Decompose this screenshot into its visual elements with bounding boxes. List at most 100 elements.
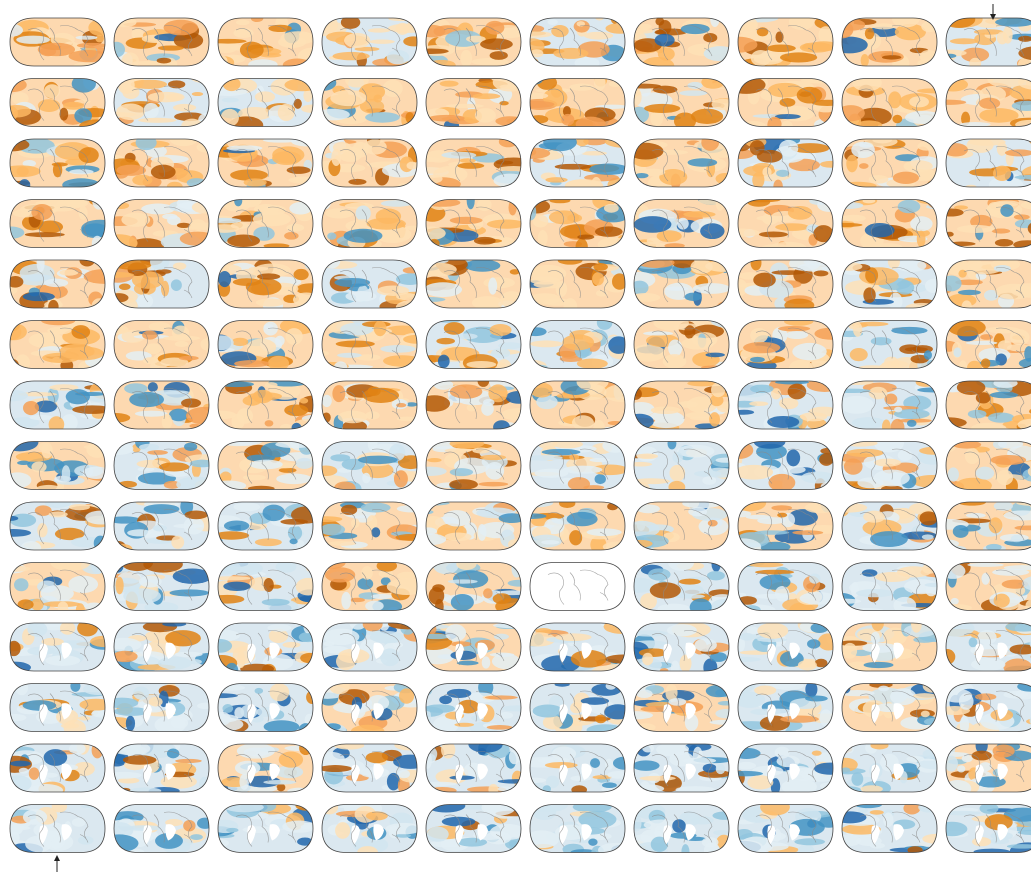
anomaly-blob [588,839,597,846]
anomaly-blob [643,331,673,335]
anomaly-blob [131,80,167,89]
anomaly-blob [632,89,641,106]
anomaly-blob [116,800,130,812]
anomaly-blob [798,844,815,859]
anomaly-blob [679,90,707,96]
anomaly-blob [571,785,587,794]
anomaly-blob [709,412,720,426]
anomaly-blob [10,761,31,767]
anomaly-blob [997,470,1014,485]
anomaly-blob [318,197,330,210]
anomaly-blob [474,237,496,245]
anomaly-blob [888,91,901,108]
anomaly-blob [92,192,106,210]
anomaly-blob [394,470,408,487]
anomaly-blob [865,28,874,40]
map-tile [202,621,320,679]
anomaly-blob [690,599,712,616]
anomaly-blob [111,665,121,678]
anomaly-blob [396,403,406,407]
anomaly-blob [493,593,512,604]
map-tile [99,196,221,253]
anomaly-blob [299,741,312,755]
anomaly-blob [233,502,260,511]
map-tile [426,558,531,615]
map-tile [209,15,324,72]
anomaly-blob [132,175,152,186]
anomaly-blob [366,752,388,763]
anomaly-blob [576,137,589,146]
anomaly-blob [144,504,180,514]
anomaly-blob [926,204,941,209]
anomaly-blob [597,315,613,330]
anomaly-blob [265,382,278,388]
anomaly-blob [21,541,42,555]
anomaly-blob [280,31,316,44]
anomaly-blob [644,104,680,113]
anomaly-blob [528,73,543,85]
anomaly-blob [19,768,29,774]
anomaly-blob [298,723,313,739]
anomaly-blob [116,165,146,176]
anomaly-blob [345,291,376,302]
map-tile [725,741,846,795]
map-tile [100,800,214,856]
anomaly-blob [786,331,809,339]
anomaly-blob [17,461,30,465]
anomaly-blob [396,534,429,541]
anomaly-blob [750,328,768,343]
anomaly-blob [776,170,789,177]
anomaly-blob [874,459,901,467]
map-tile [322,381,419,432]
anomaly-blob [365,112,400,123]
anomaly-blob [68,576,98,593]
anomaly-blob [218,271,231,287]
anomaly-blob [590,758,600,768]
anomaly-blob [920,50,938,63]
anomaly-blob [547,19,557,25]
anomaly-blob [632,815,642,831]
anomaly-blob [37,523,47,537]
map-tile [95,254,209,314]
anomaly-blob [778,106,814,121]
anomaly-blob [244,178,267,186]
anomaly-blob [668,481,685,494]
anomaly-blob [222,704,233,713]
anomaly-blob [457,163,484,169]
anomaly-blob [591,177,602,195]
anomaly-blob [460,158,476,162]
anomaly-blob [320,351,329,355]
anomaly-blob [116,104,145,121]
anomaly-blob [910,216,932,231]
anomaly-blob [573,801,612,813]
anomaly-blob [171,536,184,549]
anomaly-blob [807,639,820,648]
anomaly-blob [775,114,801,119]
anomaly-blob [941,438,957,452]
anomaly-blob [224,520,249,531]
anomaly-blob [136,135,157,150]
anomaly-blob [837,105,865,121]
anomaly-blob [750,385,774,393]
anomaly-blob [449,479,478,489]
anomaly-blob [846,155,858,173]
anomaly-blob [439,695,452,704]
map-tile [625,256,745,313]
anomaly-blob [286,224,304,232]
anomaly-blob [734,410,754,415]
anomaly-blob [784,317,813,325]
map-tile [210,260,327,315]
anomaly-blob [188,223,218,231]
anomaly-blob [356,206,371,222]
anomaly-blob [681,844,689,860]
anomaly-blob [903,160,932,172]
anomaly-blob [851,582,859,597]
anomaly-blob [279,468,297,473]
anomaly-blob [334,742,364,750]
anomaly-blob [733,495,766,512]
anomaly-blob [813,225,833,242]
anomaly-blob [448,579,478,583]
anomaly-blob [675,594,705,599]
anomaly-blob [916,378,936,387]
anomaly-blob [511,560,521,578]
